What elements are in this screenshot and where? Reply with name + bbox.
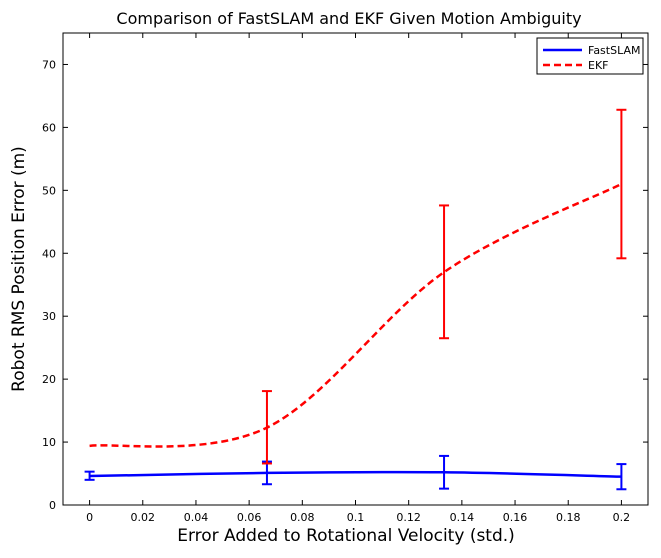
x-tick-label: 0.2 <box>613 511 631 524</box>
series-line-ekf <box>89 182 622 448</box>
series-layer <box>84 108 627 491</box>
y-tick-label: 0 <box>49 499 56 512</box>
x-tick-label: 0.12 <box>396 511 421 524</box>
x-axis-label: Error Added to Rotational Velocity (std.… <box>177 526 515 546</box>
y-tick-label: 50 <box>42 184 56 197</box>
y-axis-label: Robot RMS Position Error (m) <box>9 146 29 392</box>
x-tick-label: 0.02 <box>131 511 156 524</box>
x-axis-ticks: 0 0.02 0.04 0.06 0.08 0.1 0.12 0.14 0.16 0.18 0.2 <box>86 33 630 524</box>
legend-label-ekf: EKF <box>588 59 609 72</box>
x-tick-label: 0.14 <box>450 511 475 524</box>
plot-area <box>62 32 649 506</box>
legend-label-fastslam: FastSLAM <box>588 44 640 57</box>
chart-title: Comparison of FastSLAM and EKF Given Mot… <box>116 9 581 28</box>
x-tick-label: 0 <box>86 511 93 524</box>
series-line-fastslam <box>89 470 622 478</box>
x-tick-label: 0.18 <box>556 511 581 524</box>
x-tick-label: 0.06 <box>237 511 262 524</box>
legend-box <box>536 37 644 75</box>
x-tick-label: 0.08 <box>290 511 315 524</box>
x-tick-label: 0.1 <box>347 511 365 524</box>
y-tick-label: 40 <box>42 247 56 260</box>
y-tick-label: 10 <box>42 436 56 449</box>
y-tick-label: 60 <box>42 121 56 134</box>
y-tick-label: 70 <box>42 58 56 71</box>
y-tick-label: 20 <box>42 373 56 386</box>
x-tick-label: 0.04 <box>184 511 209 524</box>
y-tick-label: 30 <box>42 310 56 323</box>
x-tick-label: 0.16 <box>503 511 528 524</box>
legend: FastSLAM EKF <box>536 37 644 75</box>
y-axis-ticks: 0 10 20 30 40 50 60 70 <box>42 58 648 512</box>
